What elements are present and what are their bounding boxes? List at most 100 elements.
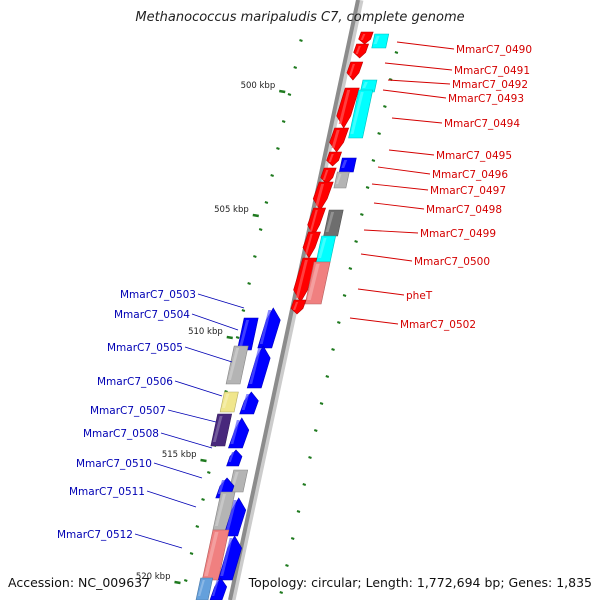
gene-label-plus: MmarC7_0499 — [420, 228, 496, 240]
gene-body — [326, 151, 342, 167]
gene-label-plus: MmarC7_0500 — [414, 256, 490, 268]
gene-highlight — [225, 500, 237, 532]
gene-plus — [312, 181, 334, 211]
tick-mark — [183, 579, 188, 582]
tick-mark — [293, 66, 298, 69]
gene-highlight — [230, 420, 240, 444]
tick-mark — [348, 267, 353, 270]
tick-mark — [189, 552, 194, 555]
leader-line — [184, 346, 233, 363]
gene-plus — [358, 31, 374, 45]
tick-mark — [325, 375, 330, 378]
leader-line — [134, 533, 183, 549]
tick-mark — [281, 120, 286, 123]
gene-highlight — [338, 90, 351, 124]
leader-line — [384, 62, 453, 71]
accession-label: Accession: NC_009637 — [8, 575, 151, 590]
tick-mark — [331, 348, 335, 351]
leader-line — [388, 149, 435, 156]
gene-highlight — [259, 310, 272, 344]
gene-highlight — [222, 394, 230, 408]
gene-highlight — [328, 154, 334, 162]
gene-body — [219, 391, 239, 413]
gene-plus — [348, 89, 374, 139]
leader-line — [357, 288, 405, 296]
tick-mark — [247, 282, 251, 285]
gene-highlight — [204, 532, 219, 576]
gene-body — [239, 391, 259, 415]
gene-minus — [225, 345, 249, 385]
tick-mark — [383, 105, 387, 108]
gene-label-plus: MmarC7_0495 — [436, 150, 512, 162]
gene-label-minus: MmarC7_0508 — [83, 428, 159, 440]
gene-highlight — [309, 210, 318, 232]
tick-mark — [279, 591, 284, 594]
tick-mark — [377, 132, 381, 135]
leader-line — [167, 409, 217, 423]
kbp-tick — [200, 458, 207, 463]
gene-label-minus: MmarC7_0504 — [114, 309, 190, 321]
gene-label-minus: MmarC7_0512 — [57, 529, 133, 541]
gene-highlight — [293, 302, 299, 310]
gene-label-minus: MmarC7_0506 — [97, 376, 173, 388]
leader-line — [391, 117, 443, 124]
gene-highlight — [325, 212, 335, 232]
tick-mark — [336, 321, 341, 324]
gene-plus — [346, 61, 364, 81]
gene-plus — [323, 209, 344, 237]
kbp-label: 520 kbp — [136, 572, 171, 582]
tick-mark — [206, 471, 211, 474]
gene-body — [226, 449, 243, 467]
leader-line — [371, 183, 429, 191]
gene-highlight — [350, 92, 364, 134]
gene-minus — [195, 577, 214, 600]
tick-mark — [287, 93, 292, 96]
kbp-tick — [252, 213, 259, 218]
gene-minus — [219, 391, 239, 413]
gene-minus — [223, 497, 247, 537]
gene-minus — [239, 391, 259, 415]
gene-label-plus: MmarC7_0494 — [444, 118, 520, 130]
tick-mark — [290, 537, 295, 540]
gene-plus — [371, 33, 390, 49]
gene-plus — [315, 235, 337, 263]
leader-line — [146, 490, 197, 508]
tick-mark — [258, 228, 263, 231]
gene-plus — [333, 171, 350, 189]
gene-plus — [326, 151, 342, 167]
topology-label: Topology: circular; Length: 1,772,694 bp… — [248, 575, 592, 590]
gene-body — [353, 43, 370, 59]
gene-label-minus: MmarC7_0507 — [90, 405, 166, 417]
gene-label-plus: MmarC7_0496 — [432, 169, 508, 181]
gene-highlight — [355, 46, 361, 54]
gene-plus — [329, 127, 350, 153]
gene-label-plus: MmarC7_0492 — [452, 79, 528, 91]
tick-mark — [285, 564, 289, 567]
tick-mark — [313, 429, 318, 432]
gene-highlight — [341, 160, 348, 168]
kbp-label: 505 kbp — [214, 205, 249, 215]
kbp-label: 515 kbp — [162, 450, 197, 460]
gene-body — [333, 171, 350, 189]
kbp-tick — [279, 89, 286, 94]
gene-highlight — [214, 494, 226, 526]
kbp-label: 500 kbp — [241, 81, 276, 91]
tick-mark — [253, 255, 257, 258]
gene-minus — [217, 535, 242, 581]
leader-line — [197, 293, 245, 309]
tick-mark — [270, 174, 274, 177]
gene-label-minus: MmarC7_0511 — [69, 486, 145, 498]
gene-minus — [210, 413, 233, 447]
leader-line — [396, 41, 455, 50]
gene-highlight — [228, 348, 240, 380]
gene-plus — [353, 43, 370, 59]
gene-plus — [304, 261, 331, 305]
gene-highlight — [307, 264, 320, 300]
tick-mark — [296, 510, 301, 513]
leader-line — [349, 317, 399, 325]
map-title: Methanococcus maripaludis C7, complete g… — [135, 10, 465, 25]
gene-body — [358, 31, 374, 45]
gene-highlight — [348, 64, 355, 76]
gene-plus — [302, 231, 321, 259]
gene-label-minus: MmarC7_0505 — [107, 342, 183, 354]
